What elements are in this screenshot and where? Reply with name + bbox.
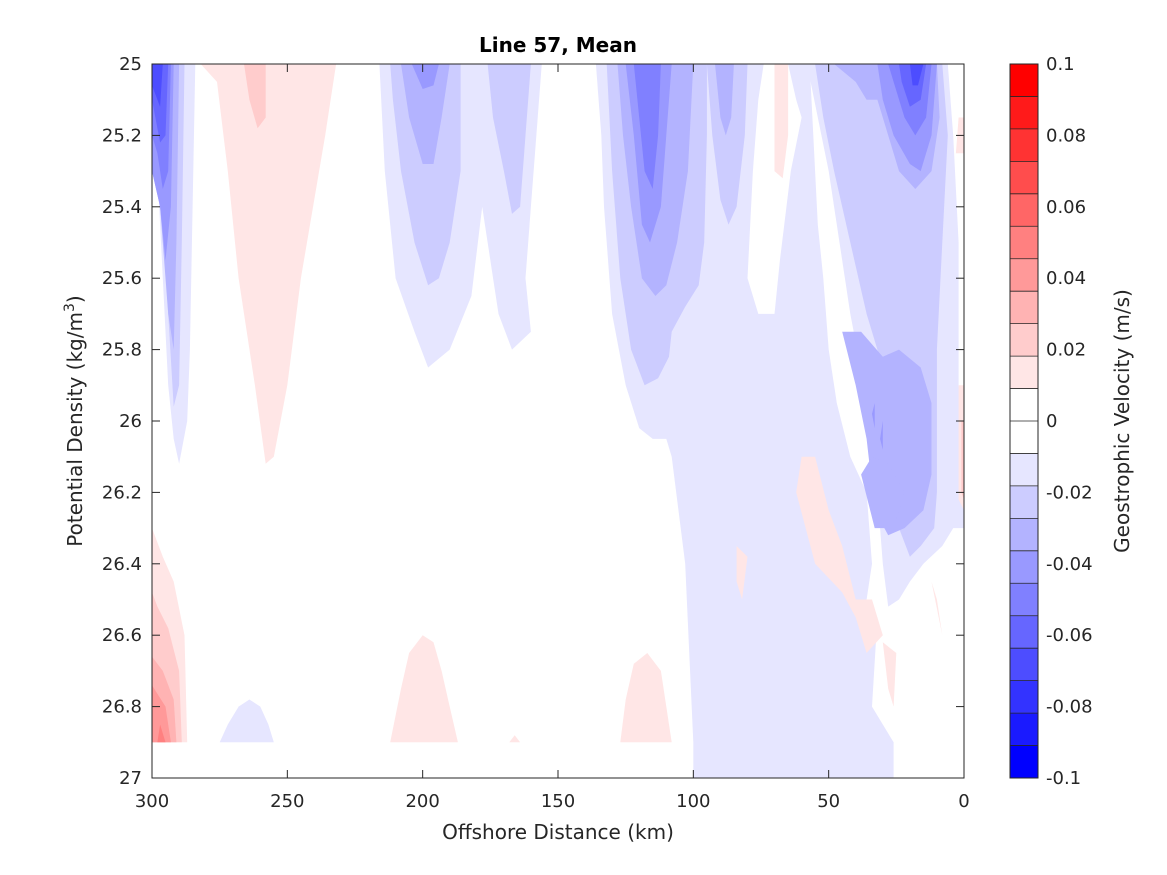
colorbar-segment	[1010, 745, 1038, 779]
contour-region-7	[200, 64, 337, 464]
contour-region-30	[872, 403, 875, 429]
contour-region-12	[411, 64, 439, 89]
colorbar-segment	[1010, 648, 1038, 681]
contour-region-18	[633, 64, 661, 189]
contour-region-36	[796, 456, 883, 653]
contour-region-24	[842, 331, 932, 536]
y-tick-label: 25.8	[102, 340, 142, 361]
colorbar: 0.1 0.08 0.06 0.04 0.02 0 -0.02 -0.04 -0.06 -0.08…	[1009, 54, 1093, 789]
colorbar-tick-label: -0.1	[1046, 768, 1081, 789]
y-axis-label-close: )	[63, 295, 87, 303]
colorbar-segment	[1010, 291, 1038, 324]
colorbar-segment	[1010, 128, 1038, 162]
y-tick-label: 27	[119, 768, 142, 789]
y-axis-label-main: Potential Density (kg/m	[63, 312, 87, 547]
x-tick-label: 50	[817, 791, 840, 812]
contour-region-19	[706, 64, 748, 225]
colorbar-label: Geostrophic Velocity (m/s)	[1110, 289, 1134, 553]
contour-region-29	[909, 64, 924, 86]
colorbar-segment	[1010, 64, 1038, 97]
contour-region-10	[390, 64, 461, 286]
colorbar-segment	[1010, 485, 1038, 519]
contour-region-46	[390, 635, 458, 743]
colorbar-segment	[1010, 193, 1038, 227]
colorbar-tick-label: 0.1	[1046, 54, 1075, 75]
colorbar-segment	[1010, 518, 1038, 552]
x-tick-label: 200	[405, 791, 439, 812]
colorbar-frame	[1009, 63, 1039, 779]
contour-region-35	[961, 421, 964, 500]
contour-region-6	[152, 64, 163, 107]
contour-region-49	[790, 738, 818, 743]
colorbar-segment	[1010, 356, 1038, 389]
contour-regions	[152, 64, 964, 778]
contour-region-43	[152, 685, 171, 743]
colorbar-segment	[1010, 550, 1038, 584]
contour-region-31	[880, 421, 883, 450]
colorbar-tick-label: 0.04	[1046, 268, 1086, 289]
colorbar-segment	[1010, 96, 1038, 130]
chart-title: Line 57, Mean	[479, 33, 637, 57]
x-tick-label: 300	[135, 791, 169, 812]
contour-region-13	[487, 64, 531, 214]
colorbar-segment	[1010, 615, 1038, 649]
contour-region-25	[861, 456, 905, 529]
y-tick-label: 26.8	[102, 697, 142, 718]
y-axis: 25 25.2 25.4 25.6 25.8 26 26.2 26.4 26.6 26.8 27	[102, 54, 964, 789]
colorbar-tick-label: 0.02	[1046, 340, 1086, 361]
contour-region-37	[736, 546, 748, 600]
colorbar-tick-label: -0.04	[1046, 554, 1093, 575]
colorbar-segment	[1010, 161, 1038, 195]
contour-region-45	[219, 699, 274, 743]
contour-region-20	[715, 64, 734, 136]
x-tick-label: 150	[541, 791, 575, 812]
colorbar-tick-label: -0.08	[1046, 697, 1093, 718]
contour-region-11	[401, 64, 450, 164]
colorbar-segment	[1010, 713, 1038, 746]
y-tick-label: 26	[119, 411, 142, 432]
contour-region-8	[244, 64, 266, 129]
contour-region-32	[774, 64, 789, 179]
contour-region-47	[620, 653, 672, 743]
contour-region-38	[931, 581, 943, 636]
colorbar-tick-label: -0.06	[1046, 625, 1093, 646]
y-tick-label: 25.6	[102, 268, 142, 289]
x-tick-label: 250	[270, 791, 304, 812]
contour-region-44	[157, 724, 166, 743]
y-tick-label: 25.2	[102, 125, 142, 146]
colorbar-segment	[1010, 421, 1038, 454]
y-tick-label: 26.2	[102, 482, 142, 503]
colorbar-tick-label: -0.02	[1046, 482, 1093, 503]
contour-region-48	[509, 735, 521, 743]
x-tick-label: 100	[676, 791, 710, 812]
colorbar-segment	[1010, 680, 1038, 714]
colorbar-tick-label: 0.08	[1046, 125, 1086, 146]
colorbar-segment	[1010, 583, 1038, 617]
x-axis: 300 250 200 150 100 50 0	[135, 64, 970, 812]
y-tick-label: 25	[119, 54, 142, 75]
colorbar-segment	[1010, 258, 1038, 292]
y-axis-label: Potential Density (kg/m3)	[62, 295, 87, 546]
colorbar-segment	[1010, 323, 1038, 357]
colorbar-tick-label: 0	[1046, 411, 1057, 432]
y-axis-label-superscript: 3	[62, 303, 78, 312]
contour-region-39	[882, 642, 897, 707]
colorbar-segment	[1010, 388, 1038, 422]
colorbar-segment	[1010, 453, 1038, 487]
y-tick-label: 26.4	[102, 554, 142, 575]
colorbar-segment	[1010, 226, 1038, 260]
y-tick-label: 26.6	[102, 625, 142, 646]
y-tick-label: 25.4	[102, 197, 142, 218]
x-axis-label: Offshore Distance (km)	[442, 820, 674, 844]
colorbar-tick-label: 0.06	[1046, 197, 1086, 218]
x-tick-label: 0	[958, 791, 969, 812]
